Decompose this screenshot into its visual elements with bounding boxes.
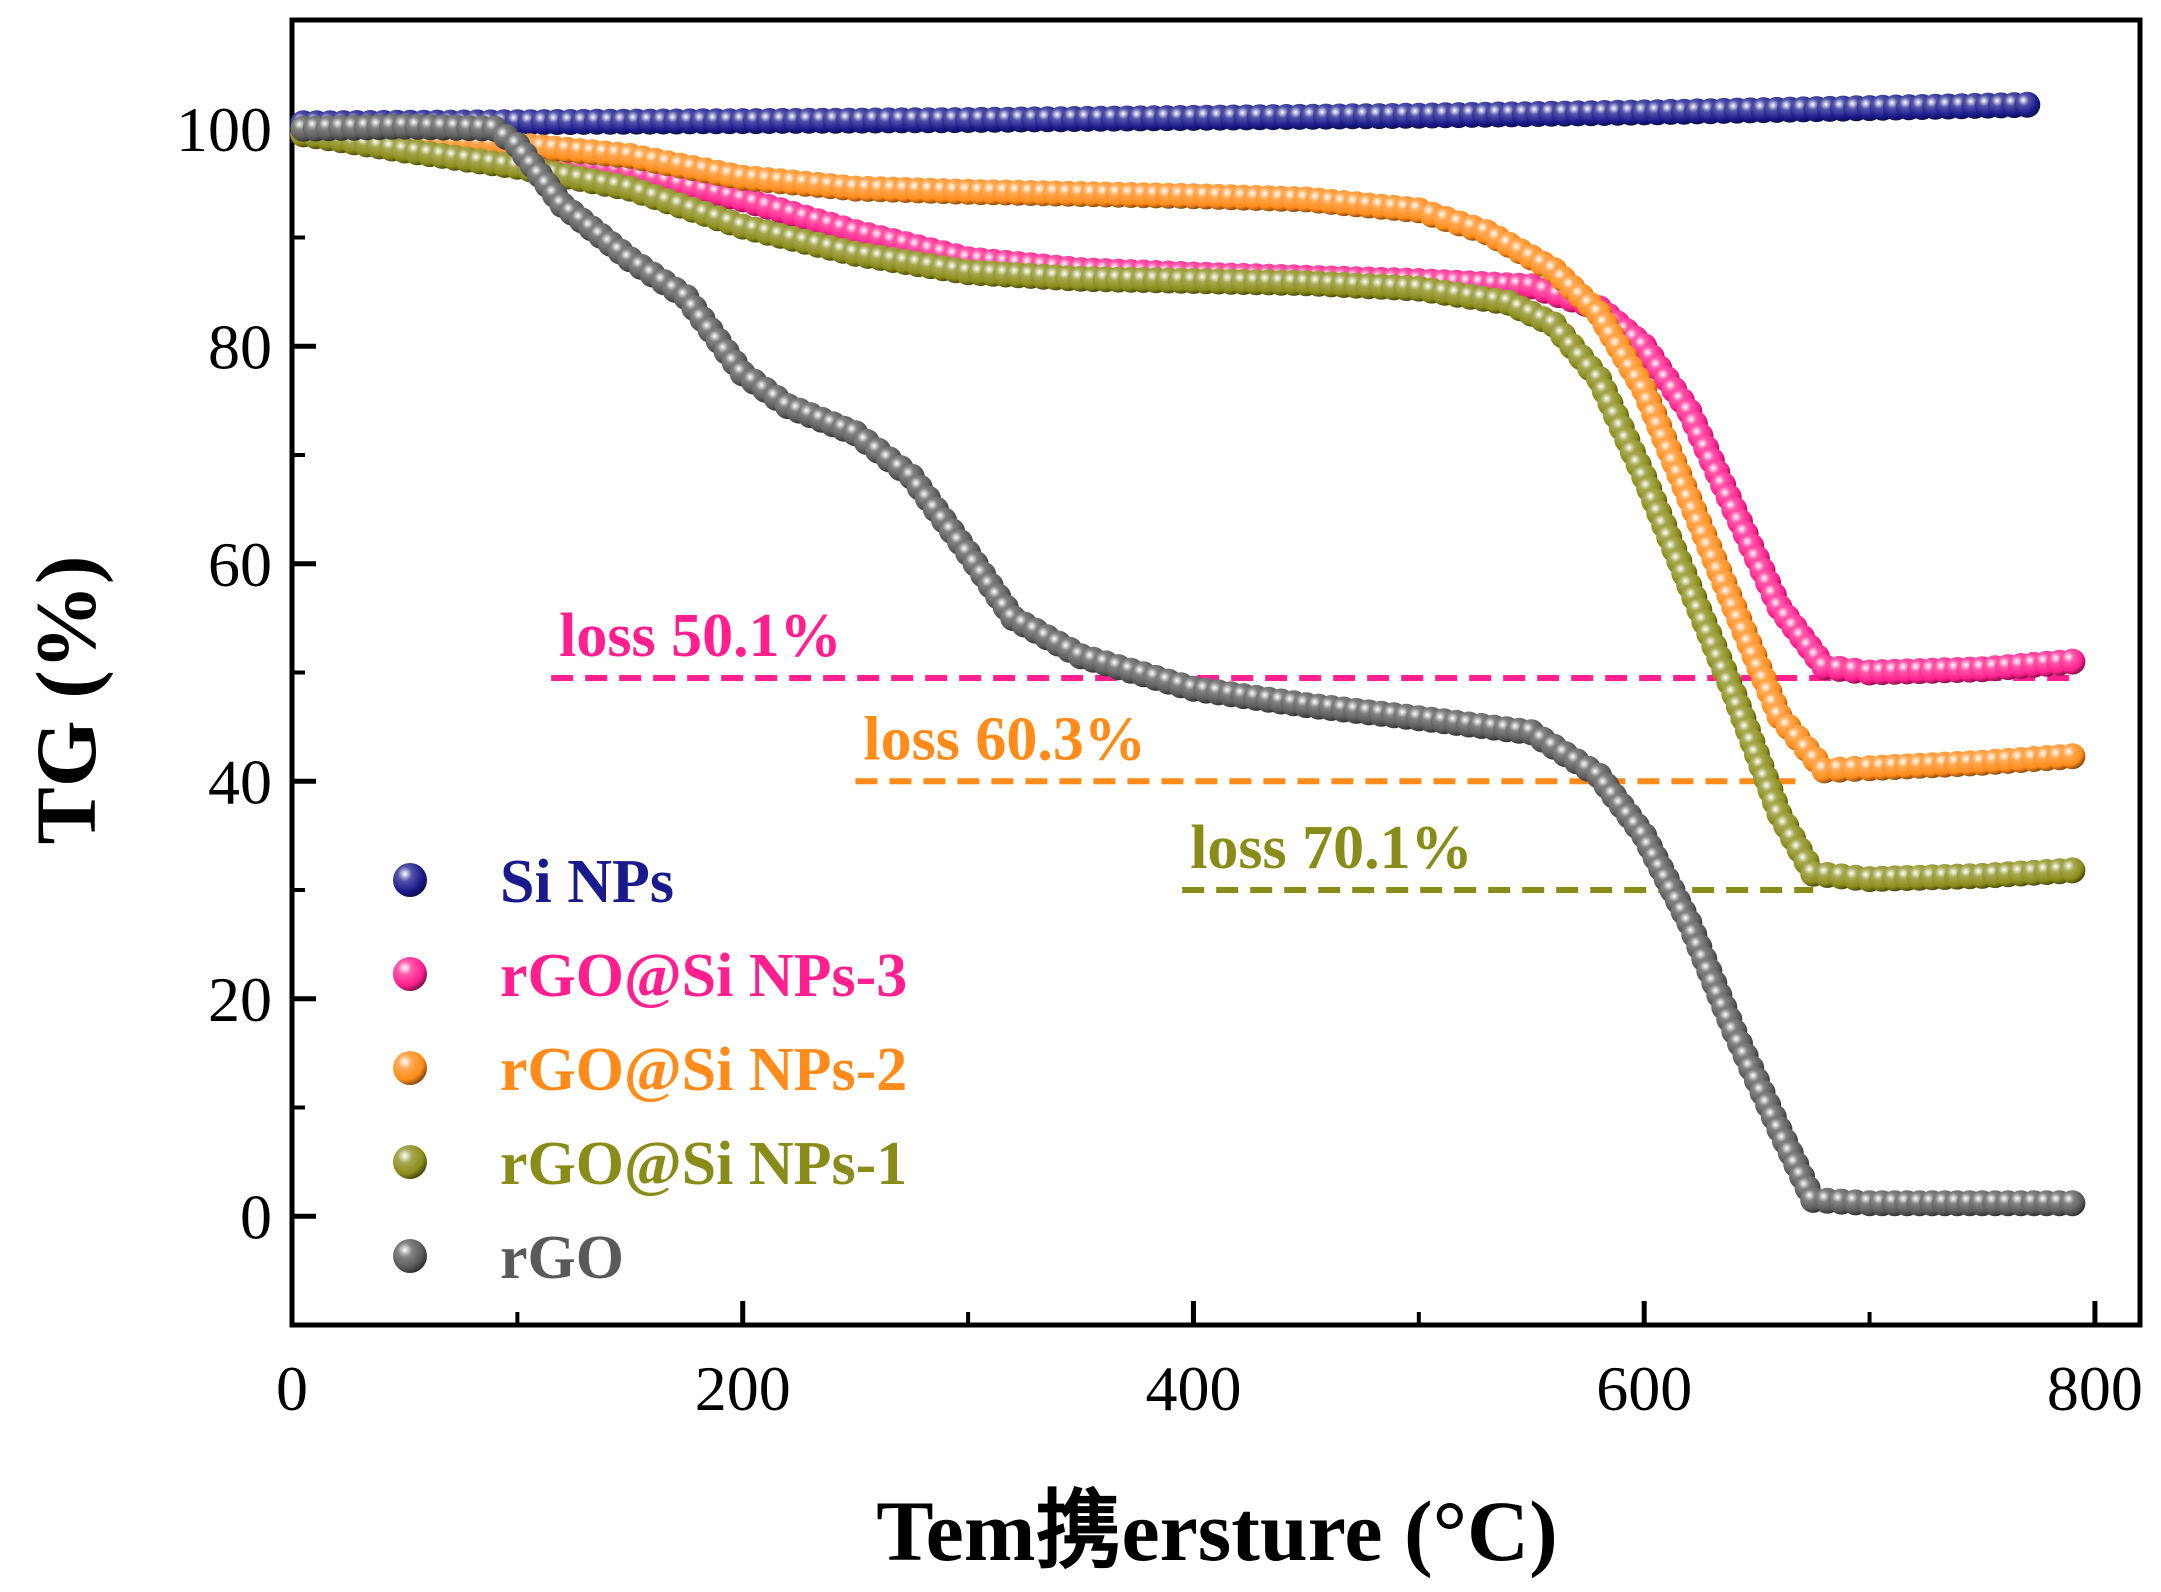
x-tick-label: 400 [1145, 1353, 1241, 1424]
ticks-layer: 0 200 400 600 800 0 20 40 60 80 100 [176, 18, 2143, 1424]
legend-marker [393, 1239, 427, 1273]
x-tick-label: 600 [1596, 1353, 1692, 1424]
legend-entry: rGO@Si NPs-2 [393, 1036, 907, 1104]
legend-marker [393, 957, 427, 991]
annotation-text-layer: loss 50.1% loss 60.3% loss 70.1% [559, 602, 1473, 882]
data-point [2059, 648, 2086, 675]
data-point [2059, 1190, 2086, 1217]
series-rgo [290, 113, 2086, 1217]
data-point [2014, 91, 2041, 118]
data-point [2059, 857, 2086, 884]
legend-entry: Si NPs [393, 848, 674, 916]
annotation-label: loss 70.1% [1190, 814, 1472, 882]
series-rgo-si-nps-2 [290, 121, 2086, 784]
legend-entry: rGO@Si NPs-1 [393, 1130, 907, 1198]
legend-label: rGO@Si NPs-1 [500, 1130, 907, 1198]
legend-marker [393, 1051, 427, 1085]
y-tick-label: 40 [208, 746, 272, 817]
legend-entry: rGO [393, 1224, 624, 1292]
series-rgo-si-nps-1 [290, 121, 2086, 893]
legend: Si NPs rGO@Si NPs-3 rGO@Si NPs-2 rGO@Si NPs… [393, 848, 907, 1292]
legend-label: rGO@Si NPs-2 [500, 1036, 907, 1104]
annotation-label: loss 60.3% [863, 705, 1145, 773]
legend-label: rGO [500, 1224, 624, 1292]
legend-label: Si NPs [500, 848, 674, 916]
annotation-label: loss 50.1% [559, 602, 841, 670]
x-tick-label: 0 [276, 1353, 308, 1424]
series-si-nps [290, 91, 2041, 137]
legend-label: rGO@Si NPs-3 [500, 942, 907, 1010]
series-layer [290, 91, 2086, 1217]
legend-marker [393, 1145, 427, 1179]
y-tick-label: 20 [208, 964, 272, 1035]
y-axis-title: TG (%) [18, 555, 114, 844]
legend-marker [393, 863, 427, 897]
y-tick-label: 80 [208, 311, 272, 382]
legend-entry: rGO@Si NPs-3 [393, 942, 907, 1010]
y-tick-label: 0 [240, 1181, 272, 1252]
x-tick-label: 800 [2047, 1353, 2143, 1424]
x-tick-label: 200 [695, 1353, 791, 1424]
y-tick-label: 60 [208, 529, 272, 600]
data-point [2059, 743, 2086, 770]
y-tick-label: 100 [176, 94, 272, 165]
x-axis-title: Tem携ersture (°C) [876, 1483, 1558, 1579]
